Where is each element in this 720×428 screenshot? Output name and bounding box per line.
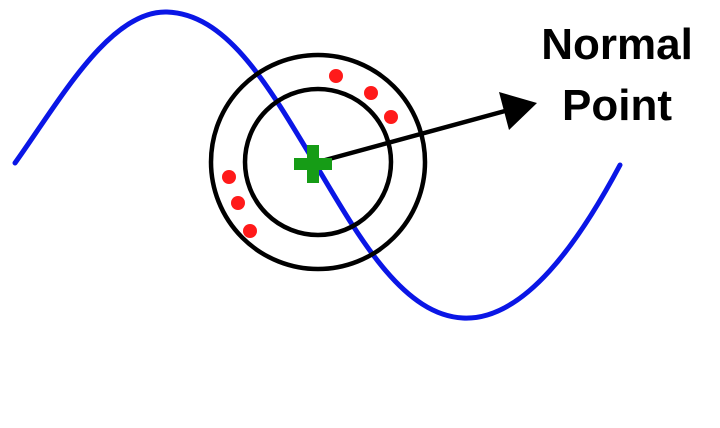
outer-circle: [208, 52, 428, 272]
arrow-head-icon: [499, 92, 537, 130]
label-line-2: Point: [562, 81, 672, 130]
neighbor-point: [384, 110, 398, 124]
neighbor-point: [364, 86, 378, 100]
neighbor-point: [231, 196, 245, 210]
neighbor-point: [222, 170, 236, 184]
neighbor-point: [243, 224, 257, 238]
label-line-1: Normal: [541, 20, 693, 69]
inner-circle: [242, 86, 394, 238]
neighbor-point: [329, 69, 343, 83]
arrow-shaft: [315, 108, 508, 165]
plus-icon: [294, 145, 332, 183]
neighbor-points: [222, 69, 398, 238]
